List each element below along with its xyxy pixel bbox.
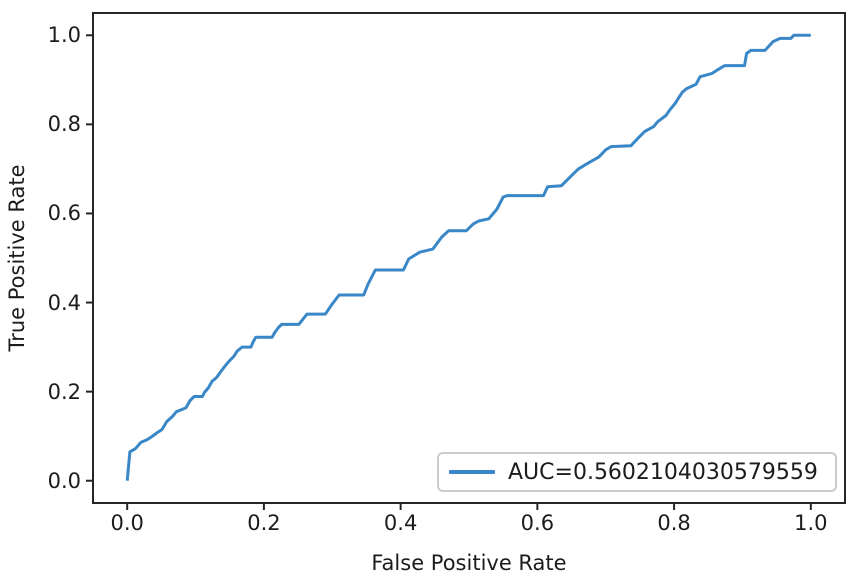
x-tick-label: 0.6 xyxy=(520,511,555,535)
x-tick-label: 0.0 xyxy=(110,511,144,535)
x-tick-label: 0.8 xyxy=(657,511,691,535)
x-tick-label: 0.4 xyxy=(383,511,418,535)
x-tick-label: 1.0 xyxy=(794,511,828,535)
y-tick-label: 0.4 xyxy=(47,290,81,315)
y-tick-label: 0.6 xyxy=(47,201,81,226)
y-axis-label: True Positive Rate xyxy=(5,164,29,352)
legend-label: AUC=0.5602104030579559 xyxy=(508,459,818,485)
roc-curve-line xyxy=(125,33,811,481)
legend-box: AUC=0.5602104030579559 xyxy=(437,452,837,492)
plot-border xyxy=(92,12,846,504)
y-tick-label: 0.2 xyxy=(47,379,81,404)
x-tick-label: 0.2 xyxy=(247,511,281,535)
legend-line-sample xyxy=(449,470,495,474)
y-tick-label: 1.0 xyxy=(47,23,81,48)
y-tick-label: 0.8 xyxy=(47,112,81,137)
y-tick-label: 0.0 xyxy=(47,468,81,493)
x-axis-label: False Positive Rate xyxy=(371,551,567,575)
